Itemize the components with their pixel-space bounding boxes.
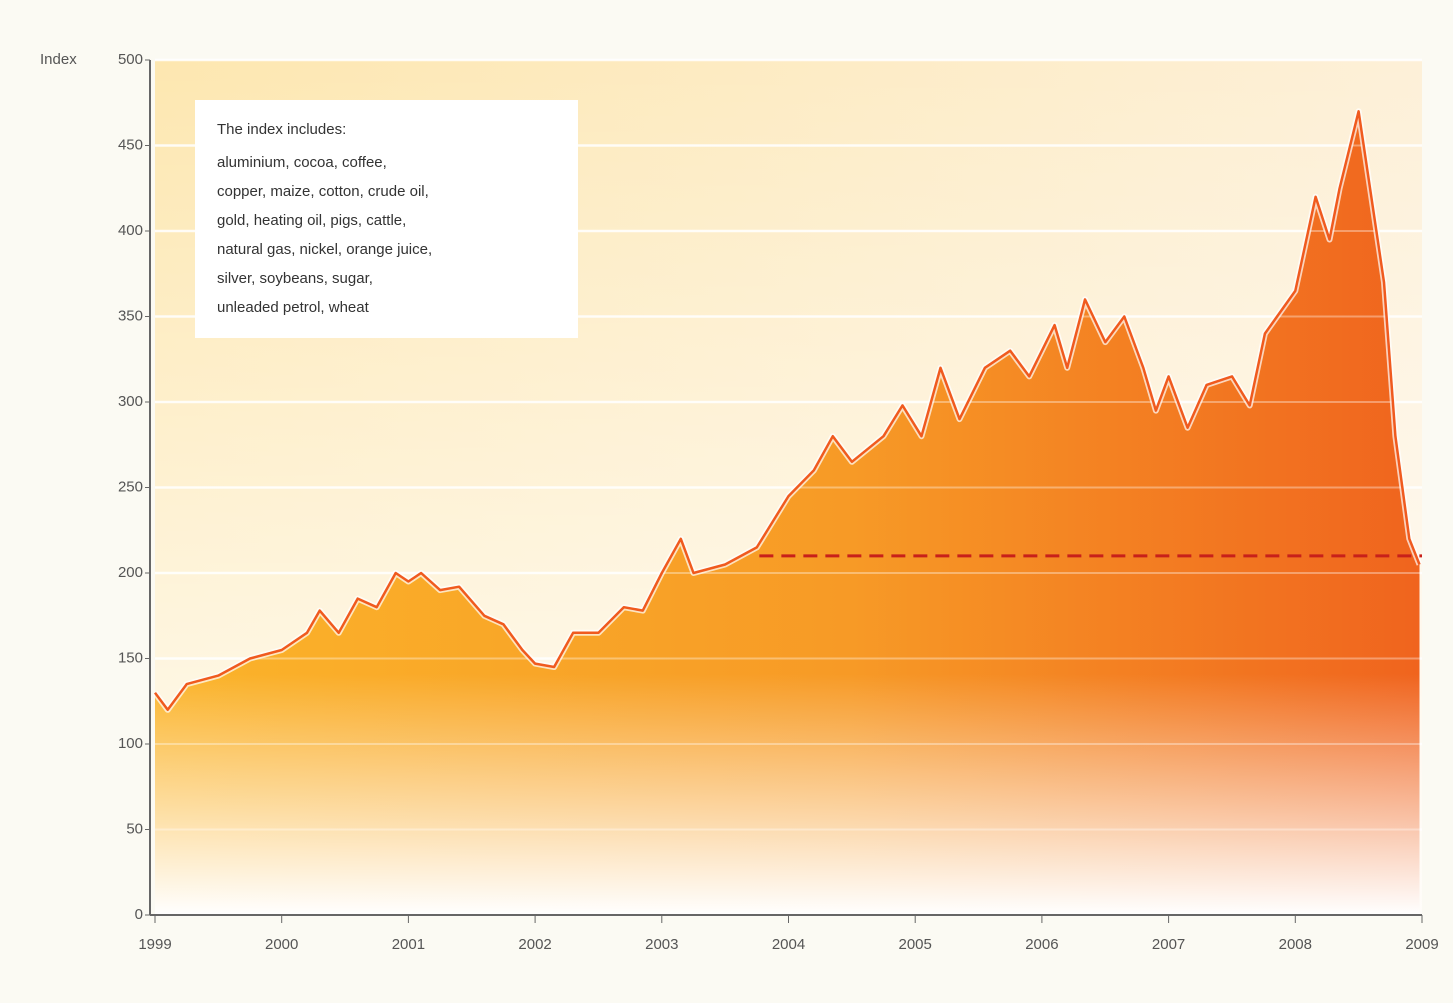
y-tick-label: 200: [118, 564, 143, 581]
y-axis-label: Index: [40, 51, 77, 68]
line: [153, 110, 1421, 712]
x-tick-label: 2008: [1279, 936, 1312, 953]
y-tick-label: 300: [118, 393, 143, 410]
x-tick-label: 2001: [392, 936, 425, 953]
note-title: The index includes:: [217, 121, 346, 138]
x-tick-label: 2000: [265, 936, 298, 953]
x-tick-label: 2007: [1152, 936, 1185, 953]
note-line: natural gas, nickel, orange juice,: [217, 241, 432, 258]
y-tick-label: 500: [118, 51, 143, 68]
y-tick-label: 400: [118, 222, 143, 239]
x-tick-label: 2009: [1405, 936, 1438, 953]
area-fade: [155, 111, 1420, 916]
note-line: aluminium, cocoa, coffee,: [217, 154, 387, 171]
x-tick-label: 1999: [138, 936, 171, 953]
x-tick-label: 2004: [772, 936, 805, 953]
note-line: silver, soybeans, sugar,: [217, 270, 373, 287]
x-tick-label: 2006: [1025, 936, 1058, 953]
y-tick-label: 250: [118, 478, 143, 495]
y-tick-label: 50: [126, 820, 143, 837]
y-tick-label: 100: [118, 735, 143, 752]
x-tick-label: 2002: [518, 936, 551, 953]
y-tick-label: 450: [118, 136, 143, 153]
note-line: gold, heating oil, pigs, cattle,: [217, 212, 406, 229]
note-line: copper, maize, cotton, crude oil,: [217, 183, 429, 200]
y-tick-label: 0: [135, 906, 143, 923]
y-tick-label: 150: [118, 649, 143, 666]
y-tick-label: 350: [118, 307, 143, 324]
x-tick-label: 2003: [645, 936, 678, 953]
x-tick-label: 2005: [899, 936, 932, 953]
note-line: unleaded petrol, wheat: [217, 299, 370, 316]
note-box: [195, 100, 578, 338]
